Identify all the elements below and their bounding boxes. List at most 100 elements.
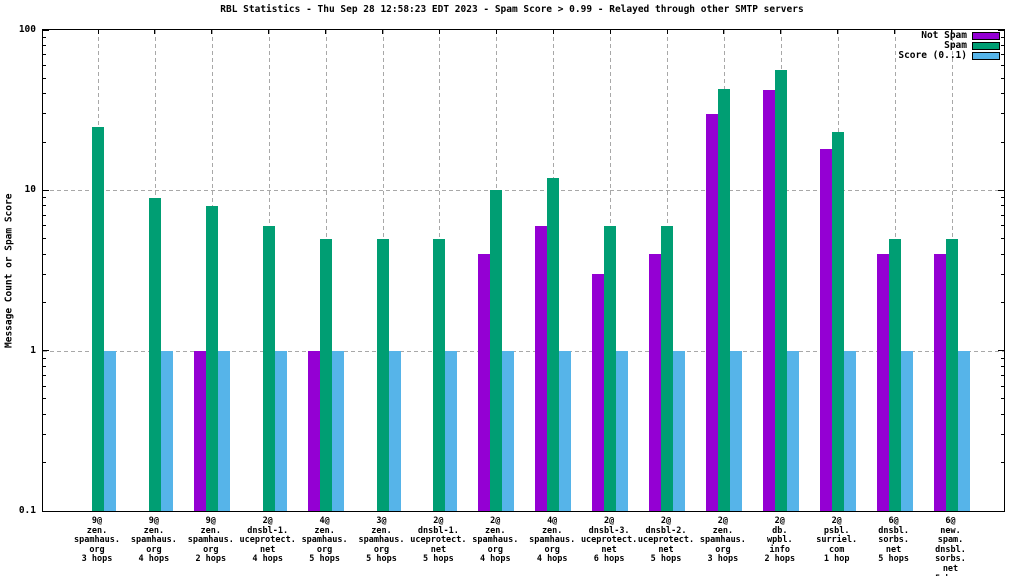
bar-spam [205, 205, 218, 511]
x-tick-label: 2@ dnsbl-3. uceprotect. net 6 hops [580, 516, 638, 565]
bar-not-spam [592, 274, 605, 511]
y-axis-tick [43, 238, 46, 240]
bar-spam [92, 126, 104, 511]
y-axis-tick [43, 65, 46, 67]
y-axis-tick [1001, 45, 1004, 47]
y-axis-tick [43, 141, 46, 143]
x-tick-label: 6@ new. spam. dnsbl. sorbs. net 5 hops [935, 516, 966, 576]
bar-score [616, 351, 629, 511]
bar-score [900, 351, 913, 511]
bar-spam [547, 177, 560, 511]
y-axis-tick [43, 413, 46, 415]
x-axis-tick [495, 30, 497, 34]
bar-spam [774, 70, 787, 511]
bar-spam [262, 225, 275, 511]
legend-swatch [972, 31, 1000, 40]
y-axis-tick [1001, 65, 1004, 67]
x-axis-tick [154, 30, 156, 34]
bar-score [843, 351, 856, 511]
y-axis-tick [998, 189, 1004, 191]
bar-not-spam [193, 350, 206, 511]
y-axis-tick [43, 398, 46, 400]
y-axis-tick [1001, 413, 1004, 415]
bar-score [729, 351, 742, 511]
y-axis-tick [43, 350, 49, 352]
y-axis-tick [43, 301, 46, 303]
x-axis-tick [382, 30, 383, 34]
bar-spam [604, 225, 617, 511]
bar-spam [888, 238, 901, 511]
y-axis-tick [43, 197, 46, 199]
y-axis-tick [1001, 225, 1004, 227]
bar-spam [490, 190, 503, 511]
bar-spam [661, 225, 673, 511]
x-tick-label: 3@ zen. spamhaus. org 5 hops [358, 516, 405, 565]
x-axis-tick [723, 30, 725, 34]
y-axis-tick [43, 214, 46, 216]
y-axis-tick [1001, 301, 1004, 303]
y-axis-tick [43, 93, 46, 95]
x-axis-tick [268, 30, 270, 34]
y-axis-tick [1001, 273, 1004, 275]
x-axis-tick [211, 30, 213, 34]
legend-label: Score (0..1) [898, 50, 967, 61]
x-axis-tick [951, 30, 952, 34]
bar-score [673, 351, 685, 511]
bar-spam [376, 238, 389, 511]
y-axis-tick [1001, 238, 1004, 240]
bar-not-spam [819, 149, 832, 511]
x-tick-label: 2@ dnsbl-2. uceprotect. net 5 hops [637, 516, 695, 565]
bar-not-spam [535, 225, 548, 511]
gridline-horizontal [43, 350, 1004, 352]
y-axis-tick [1001, 77, 1004, 79]
x-axis-tick [780, 30, 782, 34]
bar-not-spam [933, 254, 946, 511]
x-axis-tick [609, 30, 611, 34]
bar-not-spam [705, 113, 718, 511]
x-tick-label: 2@ db. wpbl. info 2 hops [764, 516, 796, 565]
bar-spam [717, 88, 730, 511]
y-axis-tick [43, 375, 46, 376]
y-axis-tick [43, 357, 46, 359]
y-axis-tick [43, 273, 46, 275]
y-axis-tick [1001, 54, 1004, 56]
legend-row: Not Spam [898, 31, 1000, 40]
x-tick-label: 2@ dnsbl-1. uceprotect. net 4 hops [239, 516, 296, 565]
bar-score [559, 351, 572, 511]
bar-spam [148, 197, 161, 511]
x-axis-tick [552, 30, 554, 34]
y-axis-tick [1001, 398, 1004, 400]
y-axis-tick [1001, 375, 1004, 376]
x-tick-label: 9@ zen. spamhaus. org 2 hops [187, 516, 234, 565]
bar-not-spam [307, 350, 320, 511]
y-axis-tick [1001, 197, 1004, 199]
y-axis-tick [1001, 93, 1004, 95]
bar-score [445, 351, 458, 511]
x-axis-tick [325, 30, 327, 34]
y-axis-tick [43, 434, 46, 435]
bar-score [104, 351, 116, 511]
x-axis-tick [894, 30, 896, 34]
y-axis-tick [998, 350, 1004, 352]
bar-not-spam [478, 254, 491, 511]
y-axis-tick [998, 510, 1004, 512]
plot-area: Not Spam Spam Score (0..1) [42, 29, 1005, 512]
bar-not-spam [876, 254, 889, 511]
y-axis-tick [43, 36, 46, 38]
chart-title: RBL Statistics - Thu Sep 28 12:58:23 EDT… [220, 4, 804, 15]
gridline-horizontal [43, 190, 1004, 192]
bar-spam [945, 238, 958, 511]
x-tick-label: 9@ zen. spamhaus. org 4 hops [130, 516, 177, 565]
y-axis-title: Message Count or Spam Score [3, 193, 15, 348]
bar-score [274, 351, 287, 511]
y-axis-tick [43, 253, 46, 255]
bar-score [160, 351, 173, 511]
x-tick-label: 9@ zen. spamhaus. org 3 hops [73, 516, 121, 565]
legend-row: Spam [898, 41, 1000, 50]
y-axis-tick [43, 205, 46, 207]
legend-swatch [972, 51, 1000, 60]
bar-score [786, 351, 799, 511]
y-axis-tick [43, 113, 46, 115]
y-axis-tick [1001, 365, 1004, 367]
x-tick-label: 2@ dnsbl-1. uceprotect. net 5 hops [410, 516, 467, 565]
